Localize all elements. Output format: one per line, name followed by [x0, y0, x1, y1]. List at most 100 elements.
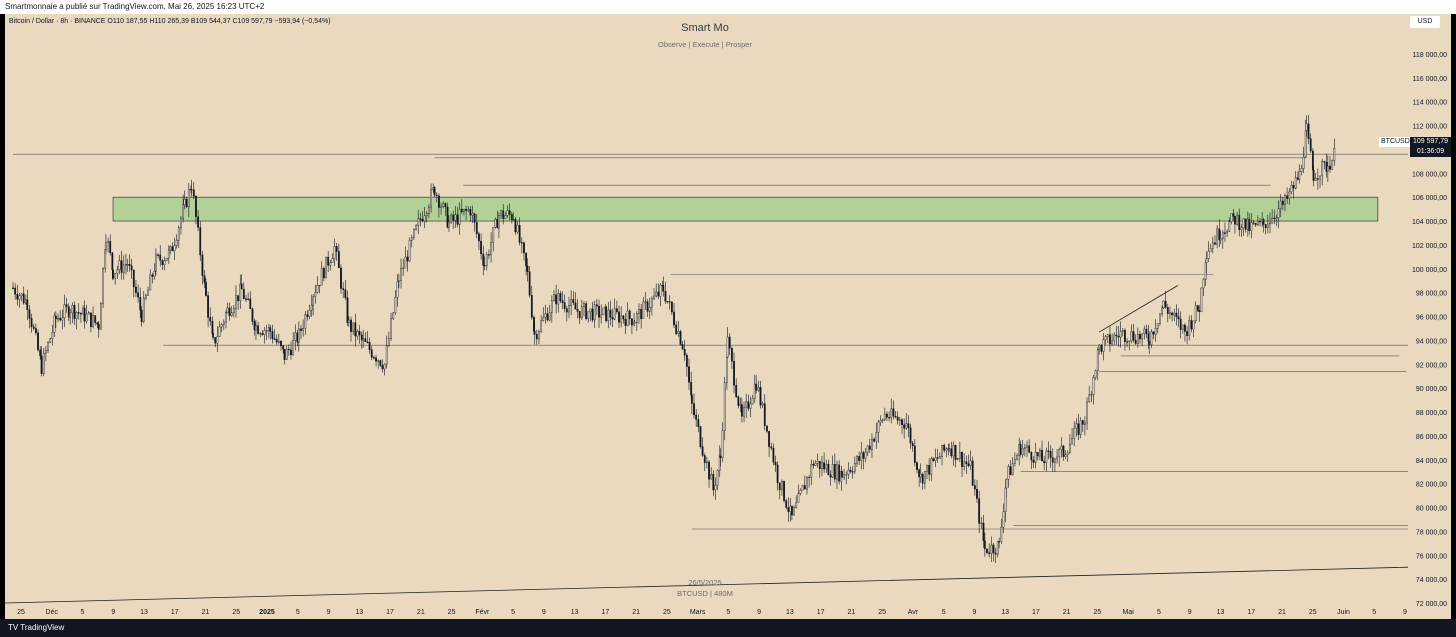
candle-body	[1079, 420, 1082, 435]
candle-body	[460, 208, 463, 213]
y-tick-label: 92 000,00	[1416, 362, 1447, 369]
candle-body	[483, 265, 486, 267]
candle-body	[494, 219, 497, 228]
candle-body	[706, 461, 708, 464]
candle-body	[425, 213, 428, 217]
candle-body	[823, 462, 825, 470]
candle-body	[909, 427, 912, 444]
candle-body	[781, 481, 783, 490]
y-tick-label: 116 000,00	[1412, 76, 1447, 83]
currency-button[interactable]: USD	[1410, 16, 1440, 28]
candle-body	[967, 463, 970, 466]
candle-body	[16, 294, 19, 300]
candle-body	[390, 318, 392, 339]
candle-body	[440, 206, 442, 208]
tradingview-logo[interactable]: TV TradingView	[6, 619, 64, 637]
price-chart[interactable]: 118 000,00 116 000,00 114 000,00 112 000,00…	[5, 14, 1451, 619]
candle-body	[85, 313, 88, 322]
x-tick-label: 5	[81, 609, 85, 616]
supply-zone	[112, 196, 1379, 222]
candle-body	[1016, 455, 1018, 460]
candle-body	[1154, 328, 1157, 335]
candle-body	[1179, 318, 1182, 330]
candle-body	[712, 474, 715, 491]
candle-body	[907, 423, 910, 428]
candle-body	[469, 209, 472, 216]
candle-body	[161, 260, 164, 265]
x-tick-label: 9	[972, 609, 976, 616]
candle-body	[851, 471, 854, 473]
candle-body	[1173, 312, 1176, 316]
candle-body	[1305, 123, 1308, 131]
candle-body	[165, 257, 168, 261]
candle-body	[983, 540, 986, 550]
x-tick-label: 25	[663, 609, 671, 616]
candle-body	[300, 328, 302, 331]
candle-body	[789, 505, 792, 512]
candle-body	[787, 507, 790, 512]
candle-body	[285, 348, 288, 360]
candle-body	[1331, 160, 1334, 170]
candle-body	[1113, 334, 1116, 342]
x-tick-label: 13	[786, 609, 794, 616]
candle-body	[576, 308, 579, 312]
candle-body	[1309, 138, 1312, 152]
candle-body	[1000, 527, 1003, 542]
candle-body	[75, 312, 78, 319]
candle-body	[901, 419, 903, 425]
y-tick-label: 104 000,00	[1412, 219, 1447, 226]
candle-body	[666, 301, 669, 303]
candle-body	[259, 333, 262, 335]
candle-body	[421, 218, 424, 222]
candle-body	[337, 251, 340, 269]
candle-body	[350, 319, 352, 332]
candle-body	[892, 408, 895, 417]
x-tick-label: 13	[571, 609, 579, 616]
candle-body	[778, 482, 781, 490]
candle-body	[1011, 463, 1014, 476]
x-tick-label: Avr	[908, 609, 919, 616]
chart-area[interactable]: 118 000,00 116 000,00 114 000,00 112 000,00…	[5, 14, 1451, 619]
candle-body	[646, 301, 649, 312]
candle-body	[167, 249, 170, 259]
candle-body	[864, 451, 867, 459]
candle-body	[633, 322, 636, 324]
candle-body	[155, 254, 157, 272]
candle-body	[82, 307, 84, 315]
candle-body	[1030, 451, 1033, 461]
candle-body	[523, 242, 525, 254]
candle-body	[650, 298, 653, 308]
candle-body	[990, 544, 993, 554]
candle-body	[561, 300, 564, 303]
candle-body	[557, 293, 560, 305]
candle-body	[1058, 449, 1061, 458]
candle-body	[697, 419, 700, 427]
candle-body	[969, 460, 972, 466]
candle-body	[1028, 445, 1031, 453]
candle-body	[866, 445, 869, 453]
y-tick-label: 94 000,00	[1416, 338, 1447, 345]
candle-body	[774, 461, 777, 466]
candle-body	[1246, 218, 1249, 230]
candle-body	[408, 240, 411, 262]
candle-body	[1211, 242, 1214, 249]
candle-body	[1009, 466, 1012, 476]
candle-body	[1190, 320, 1193, 330]
candle-body	[132, 269, 135, 288]
candle-body	[1092, 377, 1095, 395]
candle-body	[344, 289, 347, 299]
candle-body	[726, 336, 729, 358]
candle-body	[868, 445, 871, 450]
candle-body	[1312, 169, 1315, 181]
candle-body	[600, 314, 603, 318]
candle-body	[467, 209, 470, 211]
candle-body	[791, 505, 793, 516]
candle-body	[1136, 334, 1139, 344]
candle-body	[739, 404, 742, 406]
candle-body	[1081, 420, 1084, 425]
candle-body	[1228, 221, 1231, 232]
candle-body	[1284, 195, 1286, 205]
candle-body	[640, 309, 643, 319]
candle-body	[362, 338, 365, 341]
candle-body	[1234, 216, 1236, 225]
